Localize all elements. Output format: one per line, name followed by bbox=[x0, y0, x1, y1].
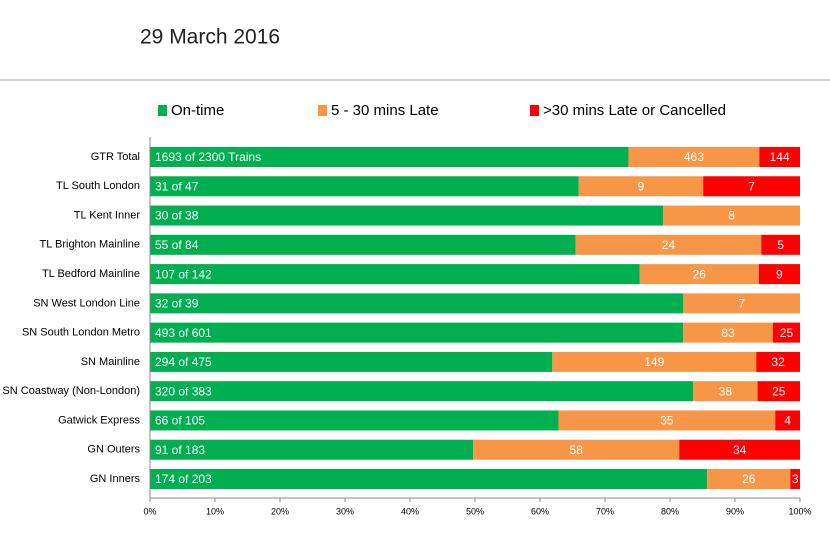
legend-swatch bbox=[318, 105, 327, 116]
data-label: 144 bbox=[770, 150, 790, 164]
y-tick-label: TL Bedford Mainline bbox=[42, 268, 140, 280]
bar-segment bbox=[150, 322, 684, 343]
data-label: 9 bbox=[776, 267, 783, 281]
bar-segment bbox=[150, 469, 708, 489]
data-label: 8 bbox=[728, 209, 735, 223]
bar-segment bbox=[150, 205, 664, 226]
bar-segment bbox=[150, 234, 576, 255]
data-label: 91 of 183 bbox=[155, 443, 205, 457]
bar-segment bbox=[150, 351, 553, 372]
y-tick-label: SN Mainline bbox=[81, 356, 140, 368]
data-label: 83 bbox=[721, 326, 735, 340]
bar-segment bbox=[707, 469, 791, 489]
bar-segment bbox=[683, 322, 773, 343]
y-tick-label: SN Coastway (Non-London) bbox=[2, 385, 140, 397]
bar-segment bbox=[703, 176, 800, 197]
data-label: 31 of 47 bbox=[155, 179, 199, 193]
bar-segment bbox=[150, 381, 694, 402]
y-tick-label: SN West London Line bbox=[33, 297, 140, 309]
data-label: 30 of 38 bbox=[155, 209, 199, 223]
bar-segment bbox=[150, 147, 629, 167]
y-tick-label: GN Outers bbox=[87, 444, 140, 456]
data-label: 107 of 142 bbox=[155, 267, 212, 281]
data-label: 26 bbox=[742, 472, 756, 486]
bar-segment bbox=[757, 381, 800, 402]
data-label: 9 bbox=[638, 179, 645, 193]
bar-segment bbox=[639, 264, 759, 285]
data-label: 25 bbox=[772, 384, 786, 398]
data-label: 66 of 105 bbox=[155, 414, 205, 428]
data-label: 7 bbox=[738, 297, 745, 311]
data-label: 25 bbox=[780, 326, 794, 340]
y-tick-label: Gatwick Express bbox=[58, 414, 140, 426]
bar-segment bbox=[663, 205, 800, 226]
bar-segment bbox=[558, 410, 776, 431]
bar-segment bbox=[150, 410, 559, 431]
data-label: 38 bbox=[719, 384, 733, 398]
bar-segment bbox=[790, 469, 800, 489]
data-label: 149 bbox=[644, 355, 664, 369]
data-label: 3 bbox=[792, 472, 799, 486]
bar-segment bbox=[759, 147, 800, 167]
chart-title: 29 March 2016 bbox=[140, 26, 280, 49]
legend-label: 5 - 30 mins Late bbox=[331, 102, 439, 119]
bar-segment bbox=[473, 439, 680, 460]
x-tick-label: 0% bbox=[143, 506, 156, 516]
bar-segment bbox=[628, 147, 760, 167]
bar-segment bbox=[575, 234, 762, 255]
y-tick-label: TL Kent Inner bbox=[74, 209, 141, 221]
x-tick-label: 100% bbox=[788, 506, 811, 516]
bar-segment bbox=[756, 351, 800, 372]
x-tick-label: 60% bbox=[531, 506, 549, 516]
y-tick-label: TL Brighton Mainline bbox=[40, 239, 140, 251]
bar-segment bbox=[150, 176, 579, 197]
data-label: 493 of 601 bbox=[155, 326, 212, 340]
x-tick-label: 30% bbox=[336, 506, 354, 516]
bar-segment bbox=[150, 439, 474, 460]
data-label: 4 bbox=[784, 414, 791, 428]
data-label: 26 bbox=[693, 267, 707, 281]
data-label: 7 bbox=[748, 179, 755, 193]
data-label: 34 bbox=[733, 443, 747, 457]
x-tick-label: 80% bbox=[661, 506, 679, 516]
data-label: 24 bbox=[662, 238, 676, 252]
data-label: 320 of 383 bbox=[155, 384, 212, 398]
bar-segment bbox=[693, 381, 758, 402]
bar-segment bbox=[772, 322, 800, 343]
y-tick-label: GN Inners bbox=[90, 473, 141, 485]
data-label: 35 bbox=[660, 414, 674, 428]
bar-segment bbox=[150, 264, 640, 285]
data-label: 1693 of 2300 Trains bbox=[155, 150, 261, 164]
legend-swatch bbox=[530, 105, 539, 116]
bar-segment bbox=[150, 293, 684, 314]
bar-segment bbox=[761, 234, 800, 255]
data-label: 32 of 39 bbox=[155, 297, 199, 311]
data-label: 32 bbox=[771, 355, 785, 369]
bar-segment bbox=[683, 293, 800, 314]
bar-segment bbox=[552, 351, 757, 372]
data-label: 5 bbox=[777, 238, 784, 252]
legend-swatch bbox=[158, 105, 167, 116]
x-tick-label: 50% bbox=[466, 506, 484, 516]
x-tick-label: 70% bbox=[596, 506, 614, 516]
bar-segment bbox=[679, 439, 800, 460]
x-tick-label: 20% bbox=[271, 506, 289, 516]
y-tick-label: GTR Total bbox=[91, 151, 140, 163]
data-label: 174 of 203 bbox=[155, 472, 212, 486]
data-label: 55 of 84 bbox=[155, 238, 199, 252]
data-label: 294 of 475 bbox=[155, 355, 212, 369]
legend-label: On-time bbox=[171, 102, 224, 119]
data-label: 58 bbox=[570, 443, 584, 457]
bar-segment bbox=[758, 264, 800, 285]
data-label: 463 bbox=[684, 150, 704, 164]
y-tick-label: TL South London bbox=[56, 180, 140, 192]
x-tick-label: 40% bbox=[401, 506, 419, 516]
bar-segment bbox=[775, 410, 800, 431]
x-tick-label: 10% bbox=[206, 506, 224, 516]
legend-label: >30 mins Late or Cancelled bbox=[543, 102, 726, 119]
x-tick-label: 90% bbox=[726, 506, 744, 516]
y-tick-label: SN South London Metro bbox=[22, 327, 140, 339]
bar-segment bbox=[578, 176, 704, 197]
